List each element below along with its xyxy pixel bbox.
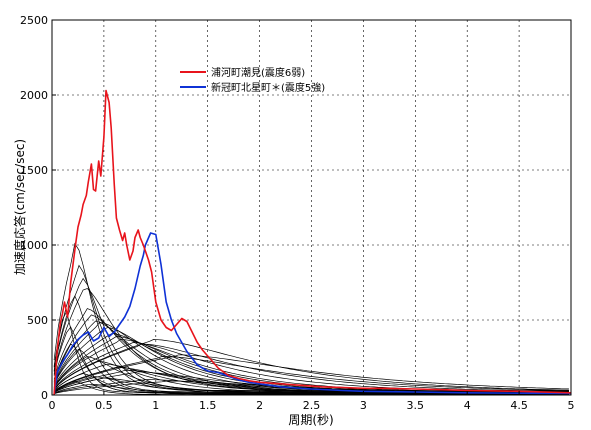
- x-axis-label: 周期(秒): [288, 413, 333, 427]
- x-tick-label: 3.5: [407, 399, 425, 412]
- x-tick-label: 0: [49, 399, 56, 412]
- legend: 浦河町潮見(震度6弱) 新冠町北星町＊(震度5強): [180, 66, 325, 94]
- grid-lines: [52, 20, 571, 395]
- background-spectrum-line: [53, 356, 569, 392]
- y-tick-label: 0: [41, 389, 48, 402]
- x-tick-label: 5: [568, 399, 575, 412]
- x-tick-label: 1: [152, 399, 159, 412]
- y-tick-label: 1500: [20, 164, 48, 177]
- plot-area: [52, 20, 571, 395]
- x-tick-label: 2: [256, 399, 263, 412]
- y-tick-label: 2500: [20, 14, 48, 27]
- y-axis-ticks: 0 500 1000 1500 2000 2500: [20, 14, 56, 402]
- x-tick-label: 0.5: [95, 399, 113, 412]
- background-spectrum-line: [53, 354, 569, 392]
- background-spectrum-line: [53, 339, 569, 391]
- x-tick-label: 2.5: [303, 399, 321, 412]
- x-tick-label: 4: [464, 399, 471, 412]
- series-line: [53, 89, 572, 396]
- x-tick-label: 1.5: [199, 399, 217, 412]
- legend-label: 浦河町潮見(震度6弱): [211, 66, 305, 79]
- y-tick-label: 500: [27, 314, 48, 327]
- y-tick-label: 2000: [20, 89, 48, 102]
- legend-label: 新冠町北星町＊(震度5強): [211, 81, 325, 94]
- y-tick-label: 1000: [20, 239, 48, 252]
- main-series-lines: [53, 89, 572, 396]
- x-tick-label: 3: [360, 399, 367, 412]
- x-tick-label: 4.5: [510, 399, 528, 412]
- series-line: [53, 232, 572, 396]
- y-axis-label: 加速度応答(cm/sec/sec): [12, 139, 27, 275]
- x-axis-ticks: 0 0.5 1 1.5 2 2.5 3 3.5 4 4.5 5: [49, 391, 575, 412]
